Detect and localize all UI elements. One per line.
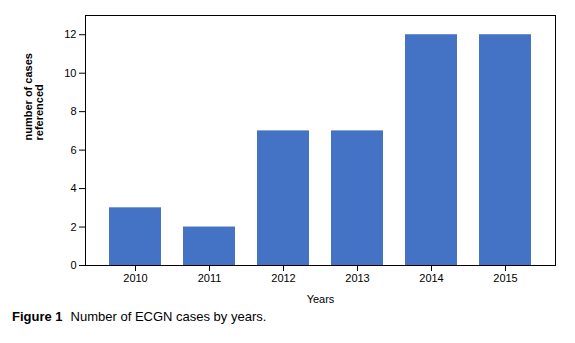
svg-text:Years: Years: [307, 293, 335, 305]
svg-text:2015: 2015: [493, 272, 517, 284]
svg-text:8: 8: [70, 105, 76, 117]
svg-text:2014: 2014: [419, 272, 443, 284]
svg-text:2011: 2011: [198, 272, 222, 284]
svg-text:4: 4: [70, 182, 76, 194]
svg-text:2013: 2013: [345, 272, 369, 284]
svg-text:2: 2: [70, 221, 76, 233]
svg-text:2012: 2012: [271, 272, 295, 284]
svg-text:number of casesreferenced: number of casesreferenced: [22, 53, 45, 140]
svg-text:2010: 2010: [123, 272, 147, 284]
svg-text:6: 6: [70, 144, 76, 156]
svg-text:10: 10: [64, 67, 76, 79]
svg-text:0: 0: [70, 259, 76, 271]
svg-text:12: 12: [64, 28, 76, 40]
html-text:Number of ECGN cases by years.: Number of ECGN cases by years.: [70, 309, 267, 324]
html-text:Figure 1: Figure 1: [12, 309, 63, 324]
